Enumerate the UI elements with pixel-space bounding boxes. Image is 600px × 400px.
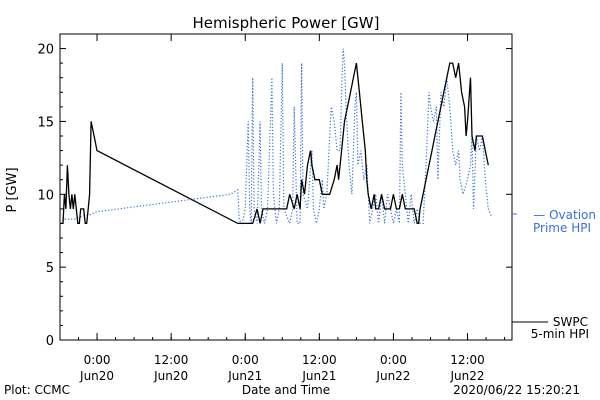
x-tick-time-label: 12:00 [302,353,337,367]
series-layer [59,48,492,226]
x-axis-label: Date and Time [242,383,330,397]
footer-source: Plot: CCMC [4,383,70,397]
x-tick-date-label: Jun20 [79,369,114,383]
ovation-legend-line2: Prime HPI [533,221,591,235]
y-tick-label: 15 [37,115,54,130]
x-tick-time-label: 0:00 [380,353,407,367]
x-tick-time-label: 0:00 [232,353,259,367]
plot-frame [59,33,513,341]
ovation-legend-line1: — Ovation [533,208,596,222]
y-tick-label: 20 [37,43,54,58]
x-tick-time-label: 0:00 [84,353,111,367]
x-tick-date-label: Jun21 [227,369,262,383]
y-tick-label: 5 [46,261,54,276]
y-tick-label: 10 [37,188,54,203]
x-tick-date-label: Jun21 [301,369,336,383]
x-axis: 0:00 Jun20 12:00 Jun20 0:00 Jun21 12:00 Jun21 0:… [59,34,506,383]
x-tick-time-label: 12:00 [450,353,485,367]
swpc-legend-line2: 5-min HPI [531,327,589,341]
x-tick-date-label: Jun20 [153,369,188,383]
swpc-legend-line1: SWPC [553,315,588,329]
y-axis-label: P [GW] [5,167,20,212]
footer-timestamp: 2020/06/22 15:20:21 [453,383,580,397]
swpc-series-line [60,62,489,225]
x-tick-time-label: 12:00 [154,353,189,367]
x-tick-date-label: Jun22 [375,369,410,383]
y-axis: 0 5 10 15 20 [37,43,512,349]
y-tick-label: 0 [46,334,54,349]
x-tick-date-label: Jun22 [450,369,485,383]
ovation-series-line [59,48,492,226]
chart-title: Hemispheric Power [GW] [193,14,380,32]
